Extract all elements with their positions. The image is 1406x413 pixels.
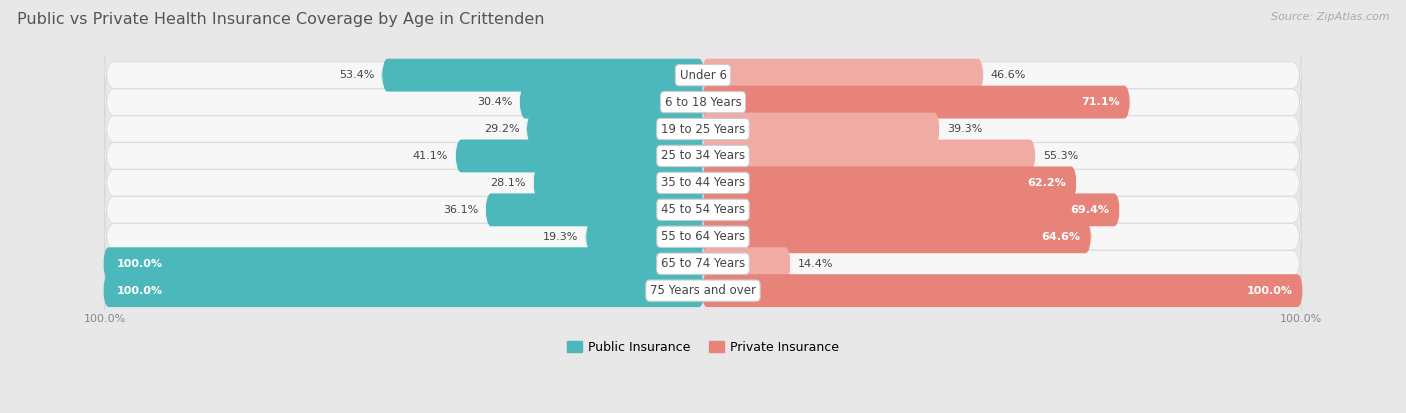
FancyBboxPatch shape (104, 237, 1302, 291)
Text: 28.1%: 28.1% (491, 178, 526, 188)
Text: 19.3%: 19.3% (543, 232, 578, 242)
FancyBboxPatch shape (702, 166, 1077, 199)
Text: 55 to 64 Years: 55 to 64 Years (661, 230, 745, 243)
Text: 100.0%: 100.0% (1246, 286, 1292, 296)
FancyBboxPatch shape (526, 113, 704, 145)
FancyBboxPatch shape (519, 85, 704, 119)
FancyBboxPatch shape (485, 193, 704, 226)
FancyBboxPatch shape (702, 247, 792, 280)
FancyBboxPatch shape (104, 156, 1302, 210)
FancyBboxPatch shape (533, 166, 704, 199)
Text: 45 to 54 Years: 45 to 54 Years (661, 203, 745, 216)
Text: 65 to 74 Years: 65 to 74 Years (661, 257, 745, 270)
Text: 30.4%: 30.4% (477, 97, 512, 107)
Text: 36.1%: 36.1% (443, 205, 478, 215)
Text: 46.6%: 46.6% (991, 70, 1026, 80)
FancyBboxPatch shape (104, 102, 1302, 156)
FancyBboxPatch shape (104, 129, 1302, 183)
Text: 6 to 18 Years: 6 to 18 Years (665, 95, 741, 109)
Text: 41.1%: 41.1% (413, 151, 449, 161)
FancyBboxPatch shape (702, 274, 1303, 307)
FancyBboxPatch shape (103, 274, 704, 307)
FancyBboxPatch shape (702, 221, 1091, 253)
Text: 25 to 34 Years: 25 to 34 Years (661, 150, 745, 162)
Text: 53.4%: 53.4% (339, 70, 374, 80)
Text: 35 to 44 Years: 35 to 44 Years (661, 176, 745, 190)
FancyBboxPatch shape (104, 183, 1302, 237)
FancyBboxPatch shape (104, 48, 1302, 102)
Text: 62.2%: 62.2% (1028, 178, 1066, 188)
FancyBboxPatch shape (103, 247, 704, 280)
Text: Source: ZipAtlas.com: Source: ZipAtlas.com (1271, 12, 1389, 22)
Text: 39.3%: 39.3% (948, 124, 983, 134)
Text: 75 Years and over: 75 Years and over (650, 284, 756, 297)
Text: 64.6%: 64.6% (1042, 232, 1080, 242)
Text: 14.4%: 14.4% (799, 259, 834, 269)
Legend: Public Insurance, Private Insurance: Public Insurance, Private Insurance (561, 336, 845, 359)
FancyBboxPatch shape (104, 75, 1302, 129)
FancyBboxPatch shape (702, 140, 1036, 172)
Text: Public vs Private Health Insurance Coverage by Age in Crittenden: Public vs Private Health Insurance Cover… (17, 12, 544, 27)
FancyBboxPatch shape (702, 85, 1130, 119)
FancyBboxPatch shape (702, 193, 1121, 226)
FancyBboxPatch shape (702, 113, 941, 145)
Text: 69.4%: 69.4% (1070, 205, 1109, 215)
Text: 19 to 25 Years: 19 to 25 Years (661, 123, 745, 135)
Text: 100.0%: 100.0% (117, 286, 163, 296)
FancyBboxPatch shape (382, 59, 704, 92)
Text: 55.3%: 55.3% (1043, 151, 1078, 161)
Text: 71.1%: 71.1% (1081, 97, 1119, 107)
Text: 100.0%: 100.0% (117, 259, 163, 269)
FancyBboxPatch shape (104, 209, 1302, 264)
FancyBboxPatch shape (456, 140, 704, 172)
FancyBboxPatch shape (586, 221, 704, 253)
Text: 29.2%: 29.2% (484, 124, 519, 134)
Text: Under 6: Under 6 (679, 69, 727, 82)
FancyBboxPatch shape (104, 263, 1302, 318)
FancyBboxPatch shape (702, 59, 984, 92)
